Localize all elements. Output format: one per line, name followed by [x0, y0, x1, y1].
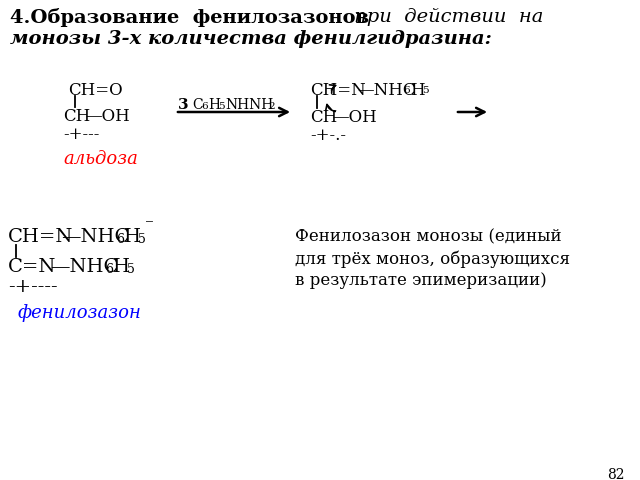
Text: 5: 5 [127, 263, 135, 276]
Text: H: H [113, 258, 130, 276]
Text: H: H [410, 82, 424, 99]
Text: —NHC: —NHC [357, 82, 415, 99]
Text: Фенилозазон монозы (единый: Фенилозазон монозы (единый [295, 228, 562, 245]
Text: при  действии  на: при действии на [348, 8, 543, 26]
Text: -+-.-: -+-.- [310, 127, 346, 144]
Text: NHNH: NHNH [225, 98, 273, 112]
Text: 5: 5 [138, 233, 146, 246]
Text: CH: CH [310, 109, 337, 126]
Text: монозы 3-х количества фенилгидразина:: монозы 3-х количества фенилгидразина: [10, 30, 492, 48]
Text: 6: 6 [201, 102, 207, 111]
Text: 6: 6 [116, 233, 124, 246]
Text: 82: 82 [607, 468, 625, 480]
Text: C=N: C=N [8, 258, 56, 276]
Text: 3: 3 [178, 98, 194, 112]
Text: ‾: ‾ [146, 222, 153, 236]
Text: 4.Образование  фенилозазонов: 4.Образование фенилозазонов [10, 8, 369, 27]
Text: -+----: -+---- [8, 278, 58, 296]
Text: 6: 6 [403, 86, 410, 95]
Text: —OH: —OH [332, 109, 377, 126]
Text: —NHC: —NHC [61, 228, 129, 246]
Text: 6: 6 [105, 263, 113, 276]
Text: альдоза: альдоза [63, 150, 138, 168]
Text: CH=N: CH=N [8, 228, 74, 246]
Text: —NHC: —NHC [50, 258, 118, 276]
Text: CH: CH [63, 108, 90, 125]
Text: фенилозазон: фенилозазон [18, 304, 142, 322]
Text: -+---: -+--- [63, 126, 99, 143]
Text: H: H [208, 98, 220, 112]
Text: CH=O: CH=O [68, 82, 123, 99]
Text: 2: 2 [268, 102, 275, 111]
Text: для трёх моноз, образующихся: для трёх моноз, образующихся [295, 250, 570, 267]
Text: H: H [124, 228, 141, 246]
Text: CH=N: CH=N [310, 82, 365, 99]
Text: 5: 5 [218, 102, 225, 111]
Text: —OH: —OH [85, 108, 130, 125]
Text: в результате эпимеризации): в результате эпимеризации) [295, 272, 547, 289]
Text: C: C [192, 98, 203, 112]
Text: 5: 5 [422, 86, 429, 95]
